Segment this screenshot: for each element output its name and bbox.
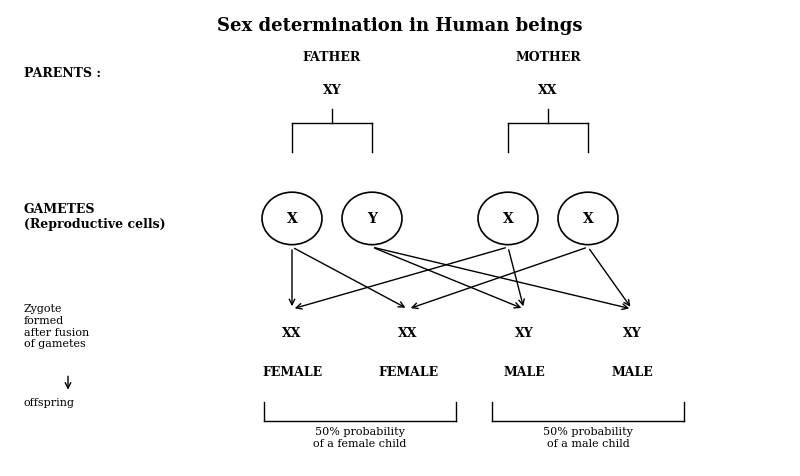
Text: FEMALE: FEMALE [262,365,322,378]
Text: offspring: offspring [24,397,75,407]
Text: XY: XY [514,327,534,340]
Text: Zygote
formed
after fusion
of gametes: Zygote formed after fusion of gametes [24,304,90,348]
Ellipse shape [262,193,322,245]
Text: XY: XY [622,327,642,340]
Ellipse shape [342,193,402,245]
Text: XY: XY [322,84,342,97]
Text: MALE: MALE [503,365,545,378]
Ellipse shape [478,193,538,245]
Text: Y: Y [367,212,377,226]
Text: XX: XX [398,327,418,340]
Text: Sex determination in Human beings: Sex determination in Human beings [218,17,582,35]
Text: PARENTS :: PARENTS : [24,67,101,80]
Text: FEMALE: FEMALE [378,365,438,378]
Text: XX: XX [282,327,302,340]
Text: 50% probability
of a female child: 50% probability of a female child [314,426,406,447]
Ellipse shape [558,193,618,245]
Text: FATHER: FATHER [303,50,361,64]
Text: MOTHER: MOTHER [515,50,581,64]
Text: MALE: MALE [611,365,653,378]
Text: GAMETES
(Reproductive cells): GAMETES (Reproductive cells) [24,203,166,230]
Text: X: X [286,212,298,226]
Text: XX: XX [538,84,558,97]
Text: X: X [582,212,594,226]
Text: 50% probability
of a male child: 50% probability of a male child [543,426,633,447]
Text: X: X [502,212,514,226]
